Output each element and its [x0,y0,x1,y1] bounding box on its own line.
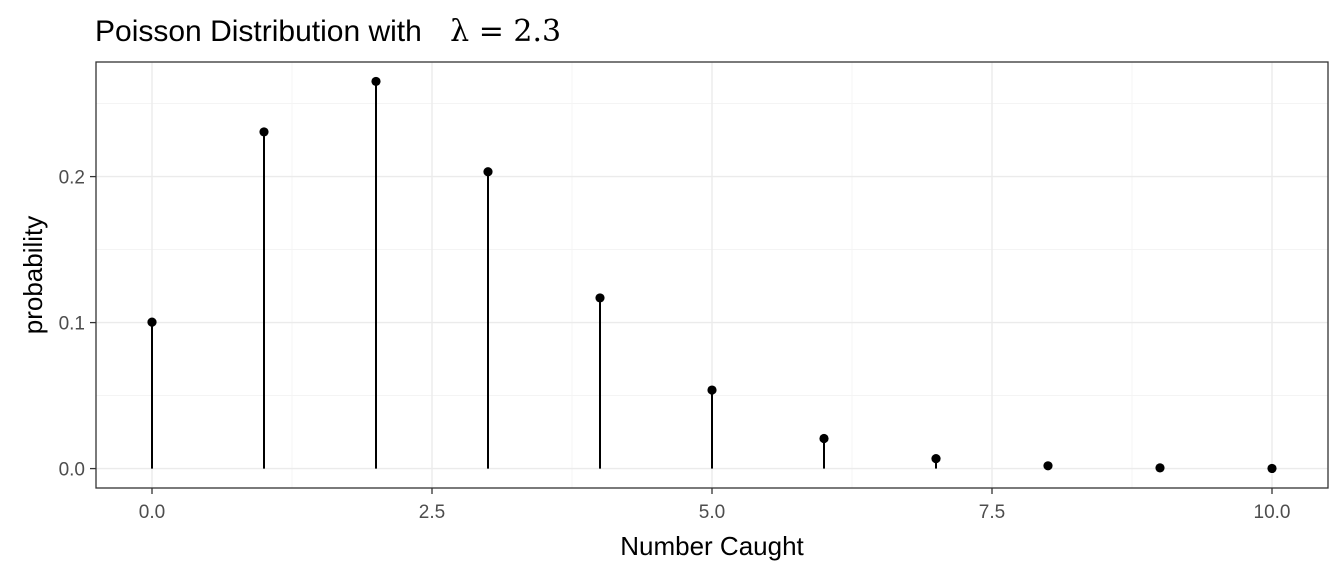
x-tick-label: 5.0 [699,502,725,523]
data-point [259,127,269,137]
x-axis-title: Number Caught [620,531,804,561]
y-tick-label: 0.0 [59,460,85,481]
x-tick-label: 7.5 [979,502,1005,523]
chart-title: Poisson Distribution with λ = 2.3 [95,14,561,49]
y-tick-label: 0.1 [59,314,85,335]
x-tick-label: 2.5 [419,502,445,523]
data-point [1267,463,1277,474]
chart-title-lambda: λ = 2.3 [450,14,561,49]
axes: 0.0 2.5 5.0 7.5 10.0 0.0 0.1 0.2 [59,168,1291,523]
data-point [1155,463,1165,473]
x-tick-label: 10.0 [1254,502,1291,523]
data-point [931,454,941,464]
data-point [819,433,829,444]
data-point [1043,461,1053,471]
chart-title-text: Poisson Distribution with [95,15,422,48]
data-point [595,293,605,303]
y-axis-title: probability [18,216,48,335]
data-stems [147,76,1277,474]
y-tick-label: 0.2 [59,168,85,189]
data-point [147,317,157,327]
x-tick-label: 0.0 [139,502,165,523]
data-point [707,385,717,395]
data-point [483,167,493,177]
data-point [371,76,381,87]
